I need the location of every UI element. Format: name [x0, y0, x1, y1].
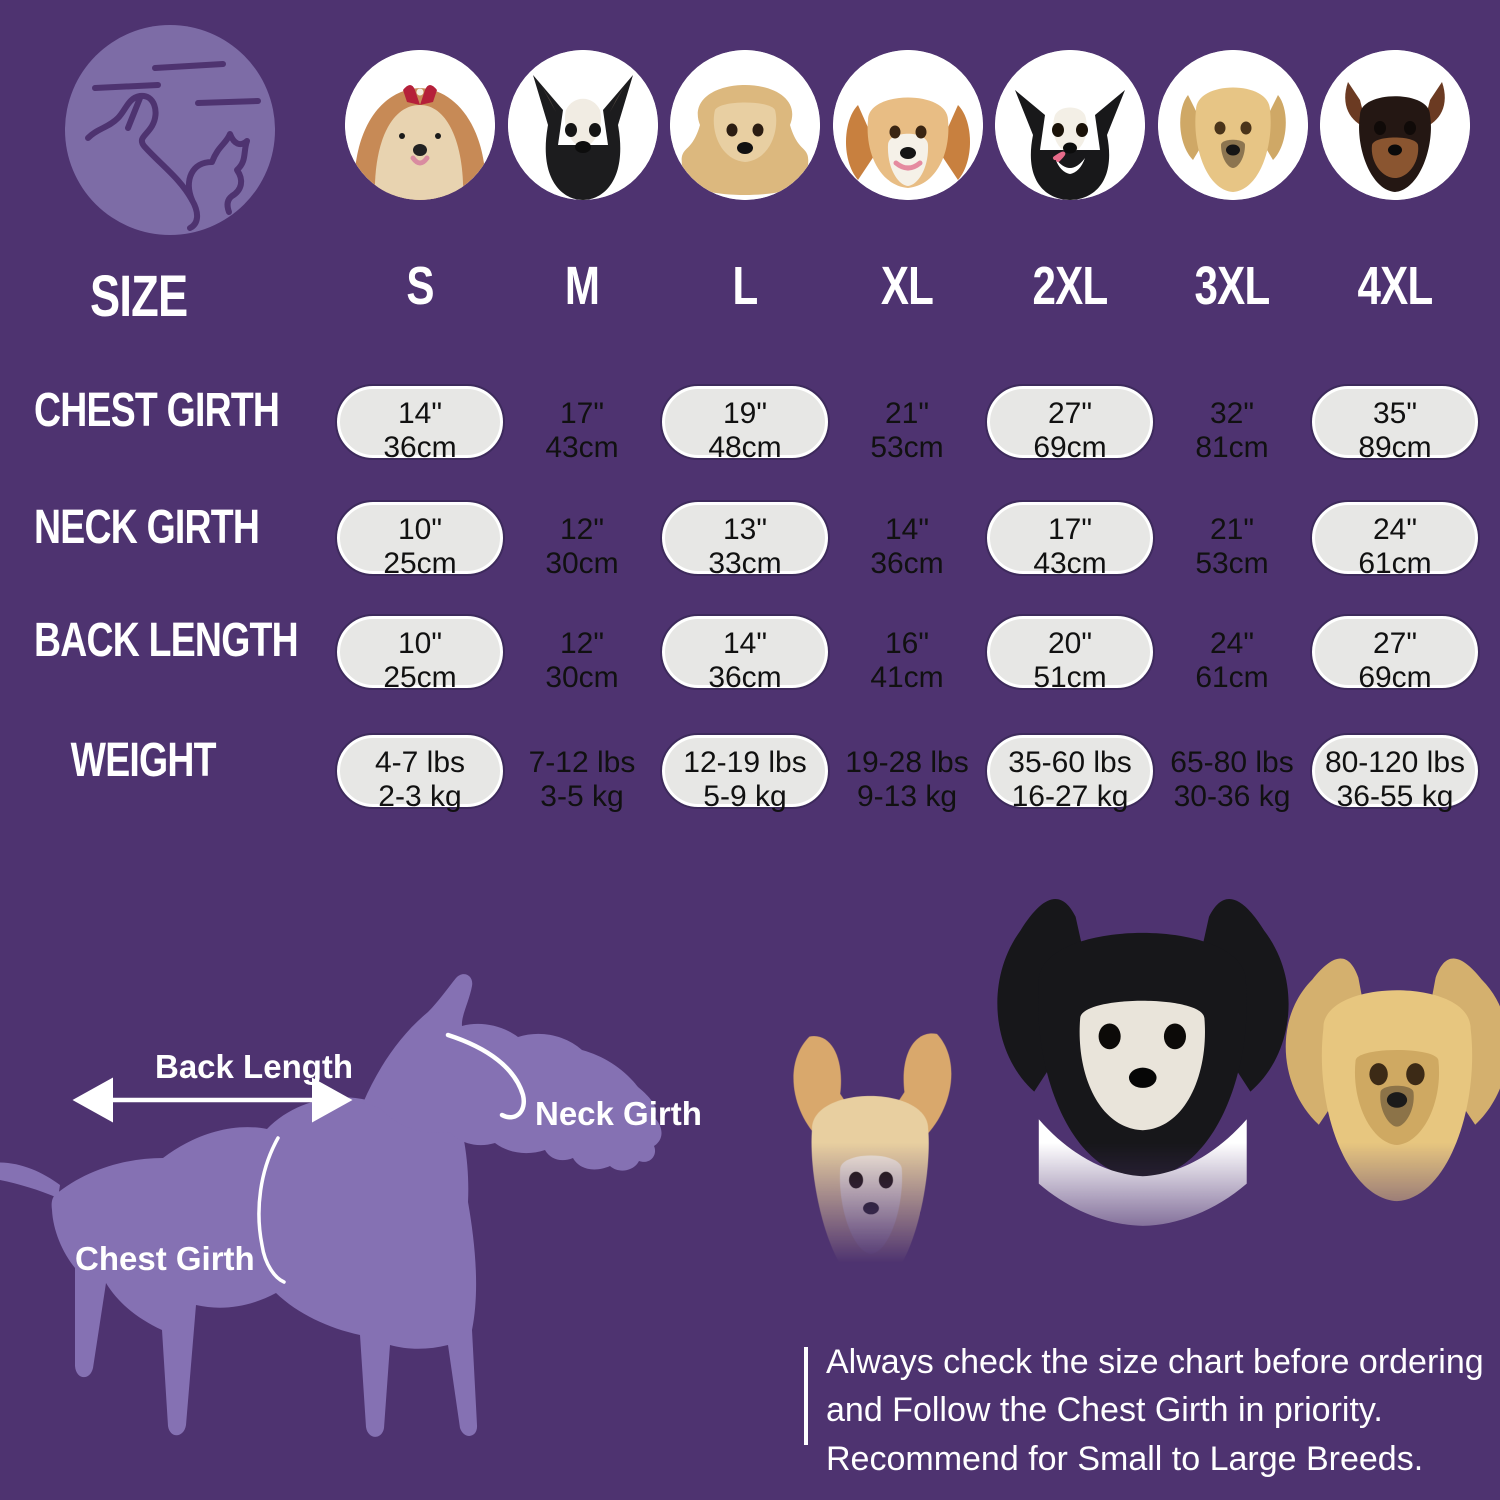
svg-text:Back Length: Back Length	[155, 1048, 353, 1085]
svg-text:Chest Girth: Chest Girth	[75, 1240, 255, 1277]
svg-text:Neck Girth: Neck Girth	[535, 1095, 702, 1132]
